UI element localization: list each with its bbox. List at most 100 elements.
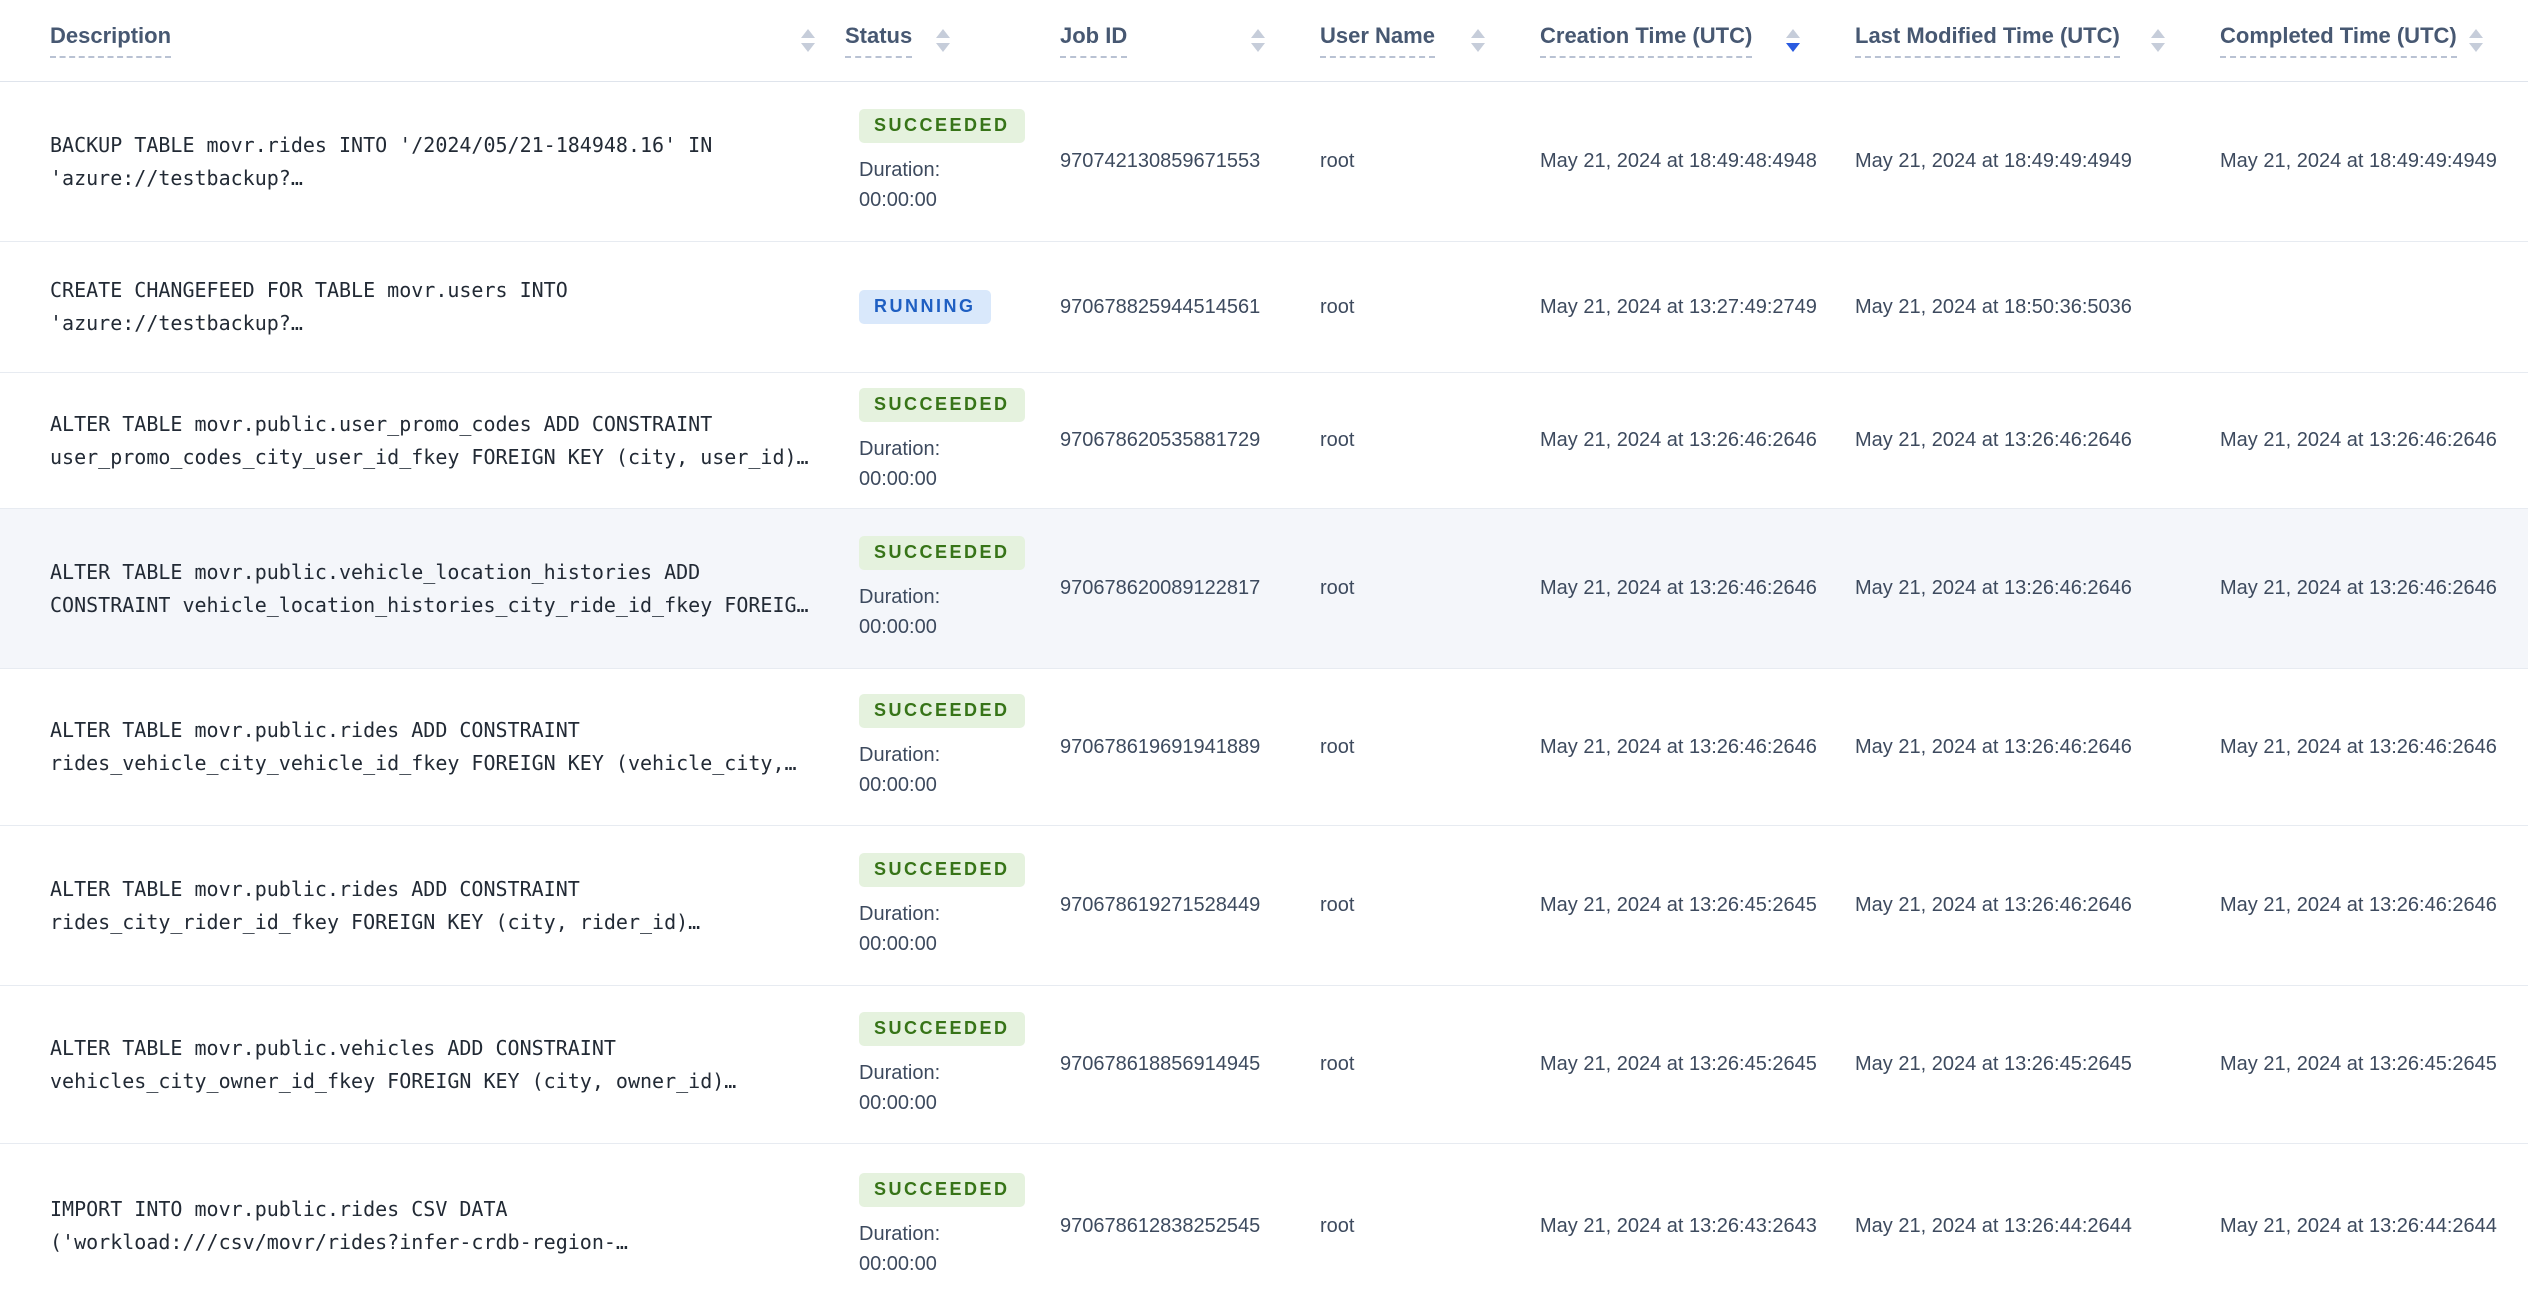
duration-value: 00:00:00 [859, 1091, 937, 1114]
sort-icons[interactable] [2468, 29, 2483, 52]
table-header-row: Description Status Job ID User Name [0, 0, 2528, 82]
sort-desc-icon[interactable] [2468, 43, 2483, 52]
last-modified-time: May 21, 2024 at 13:26:44:2644 [1855, 1143, 2220, 1292]
column-header-label[interactable]: Description [50, 23, 172, 58]
user-name: root [1320, 508, 1540, 669]
duration-value: 00:00:00 [859, 932, 937, 955]
job-id: 970678612838252545 [1060, 1143, 1320, 1292]
completed-time: May 21, 2024 at 13:26:46:2646 [2220, 825, 2528, 986]
job-row[interactable]: IMPORT INTO movr.public.rides CSV DATA (… [0, 1143, 2528, 1292]
job-row[interactable]: BACKUP TABLE movr.rides INTO '/2024/05/2… [0, 81, 2528, 242]
last-modified-time: May 21, 2024 at 13:26:46:2646 [1855, 372, 2220, 509]
duration-value: 00:00:00 [859, 188, 937, 211]
job-row[interactable]: ALTER TABLE movr.public.rides ADD CONSTR… [0, 825, 2528, 986]
column-header[interactable]: Last Modified Time (UTC) [1855, 0, 2220, 82]
column-header[interactable]: Completed Time (UTC) [2220, 0, 2528, 82]
job-description[interactable]: ALTER TABLE movr.public.rides ADD CONSTR… [50, 718, 797, 775]
column-header[interactable]: Description [0, 0, 845, 82]
sort-icons[interactable] [2151, 29, 2165, 52]
last-modified-time: May 21, 2024 at 13:26:46:2646 [1855, 508, 2220, 669]
sort-desc-icon[interactable] [936, 43, 950, 52]
sort-icons[interactable] [1786, 29, 1800, 52]
completed-time: May 21, 2024 at 13:26:46:2646 [2220, 508, 2528, 669]
sort-icons[interactable] [1251, 29, 1265, 52]
job-row[interactable]: CREATE CHANGEFEED FOR TABLE movr.users I… [0, 241, 2528, 373]
duration-label: Duration: [859, 1223, 941, 1245]
completed-time: May 21, 2024 at 18:49:49:4949 [2220, 81, 2528, 242]
duration-value: 00:00:00 [859, 615, 937, 638]
sort-desc-icon[interactable] [1471, 43, 1485, 52]
creation-time: May 21, 2024 at 13:26:43:2643 [1540, 1143, 1855, 1292]
duration-label: Duration: [859, 437, 941, 460]
job-id: 970678620089122817 [1060, 508, 1320, 669]
status-badge: RUNNING [859, 290, 991, 324]
sort-desc-icon[interactable] [2151, 43, 2165, 52]
duration-value: 00:00:00 [859, 774, 937, 796]
column-header[interactable]: User Name [1320, 0, 1540, 82]
job-description[interactable]: ALTER TABLE movr.public.user_promo_codes… [50, 411, 809, 469]
last-modified-time: May 21, 2024 at 13:26:46:2646 [1855, 668, 2220, 826]
completed-time [2220, 241, 2528, 373]
status-badge: SUCCEEDED [859, 852, 1025, 887]
sort-icons[interactable] [801, 29, 815, 52]
job-row[interactable]: ALTER TABLE movr.public.rides ADD CONSTR… [0, 668, 2528, 826]
column-header[interactable]: Creation Time (UTC) [1540, 0, 1855, 82]
duration-label: Duration: [859, 902, 941, 925]
job-description[interactable]: ALTER TABLE movr.public.vehicle_location… [50, 559, 809, 617]
last-modified-time: May 21, 2024 at 13:26:46:2646 [1855, 825, 2220, 986]
completed-time: May 21, 2024 at 13:26:44:2644 [2220, 1143, 2528, 1292]
job-row[interactable]: ALTER TABLE movr.public.vehicles ADD CON… [0, 985, 2528, 1144]
creation-time: May 21, 2024 at 13:26:45:2645 [1540, 825, 1855, 986]
sort-desc-icon[interactable] [1251, 43, 1265, 52]
column-header-label[interactable]: Last Modified Time (UTC) [1855, 23, 2120, 58]
column-header[interactable]: Job ID [1060, 0, 1320, 82]
user-name: root [1320, 825, 1540, 986]
creation-time: May 21, 2024 at 13:26:45:2645 [1540, 985, 1855, 1144]
status-badge: SUCCEEDED [859, 535, 1025, 570]
creation-time: May 21, 2024 at 13:26:46:2646 [1540, 668, 1855, 826]
job-id: 970678825944514561 [1060, 241, 1320, 373]
completed-time: May 21, 2024 at 13:26:45:2645 [2220, 985, 2528, 1144]
column-header[interactable]: Status [845, 0, 1060, 82]
sort-icons[interactable] [1471, 29, 1485, 52]
sort-asc-icon[interactable] [1471, 29, 1485, 38]
column-header-label[interactable]: User Name [1320, 23, 1435, 58]
user-name: root [1320, 985, 1540, 1144]
sort-desc-icon[interactable] [801, 43, 815, 52]
column-header-label[interactable]: Job ID [1060, 23, 1128, 58]
user-name: root [1320, 1143, 1540, 1292]
sort-asc-icon[interactable] [1786, 29, 1800, 38]
job-id: 970678619271528449 [1060, 825, 1320, 986]
job-description[interactable]: BACKUP TABLE movr.rides INTO '/2024/05/2… [50, 132, 713, 190]
status-badge: SUCCEEDED [859, 108, 1025, 143]
sort-icons[interactable] [936, 29, 950, 52]
sort-asc-icon[interactable] [2151, 29, 2165, 38]
status-badge: SUCCEEDED [859, 1011, 1025, 1046]
sort-asc-icon[interactable] [1251, 29, 1265, 38]
sort-asc-icon[interactable] [936, 29, 950, 38]
duration-value: 00:00:00 [859, 1253, 937, 1275]
duration-label: Duration: [859, 158, 941, 181]
job-id: 970678620535881729 [1060, 372, 1320, 509]
duration-label: Duration: [859, 585, 941, 608]
column-header-label[interactable]: Status [845, 23, 913, 58]
sort-desc-icon[interactable] [1786, 43, 1800, 52]
job-row[interactable]: ALTER TABLE movr.public.vehicle_location… [0, 508, 2528, 669]
job-description[interactable]: IMPORT INTO movr.public.rides CSV DATA (… [50, 1197, 628, 1254]
job-row[interactable]: ALTER TABLE movr.public.user_promo_codes… [0, 372, 2528, 509]
job-id: 970678619691941889 [1060, 668, 1320, 826]
job-description[interactable]: ALTER TABLE movr.public.vehicles ADD CON… [50, 1035, 737, 1093]
duration-label: Duration: [859, 1061, 941, 1084]
sort-asc-icon[interactable] [801, 29, 815, 38]
job-description[interactable]: CREATE CHANGEFEED FOR TABLE movr.users I… [50, 278, 568, 335]
job-id: 970678618856914945 [1060, 985, 1320, 1144]
sort-asc-icon[interactable] [2468, 29, 2483, 38]
last-modified-time: May 21, 2024 at 13:26:45:2645 [1855, 985, 2220, 1144]
column-header-label[interactable]: Completed Time (UTC) [2220, 23, 2457, 58]
column-header-label[interactable]: Creation Time (UTC) [1540, 23, 1753, 58]
creation-time: May 21, 2024 at 13:27:49:2749 [1540, 241, 1855, 373]
creation-time: May 21, 2024 at 13:26:46:2646 [1540, 372, 1855, 509]
status-badge: SUCCEEDED [859, 694, 1025, 728]
job-description[interactable]: ALTER TABLE movr.public.rides ADD CONSTR… [50, 876, 701, 934]
